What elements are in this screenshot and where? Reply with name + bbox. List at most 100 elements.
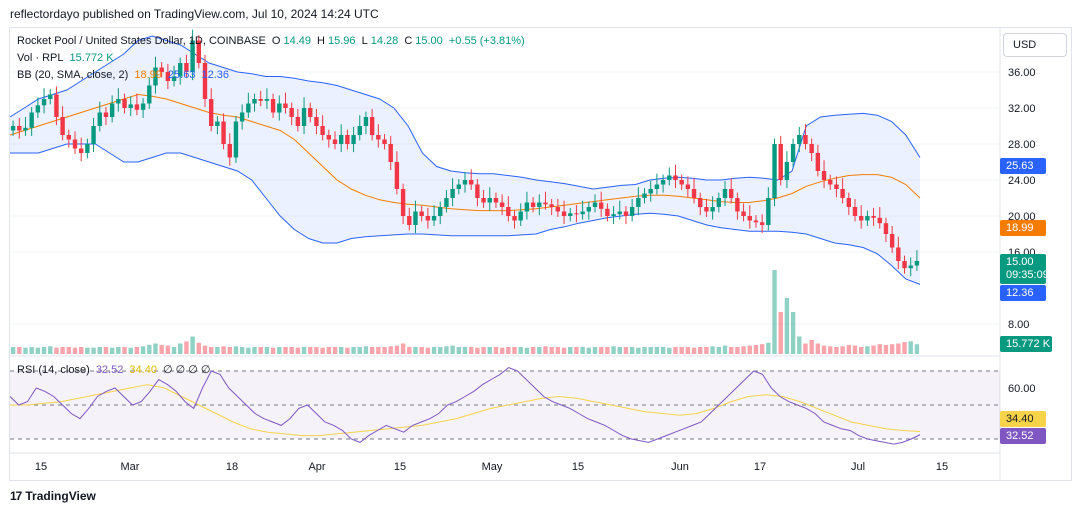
candle-body-118 <box>741 211 746 216</box>
candle-body-30 <box>196 40 202 63</box>
legend-high: 15.96 <box>328 35 356 47</box>
volume-bar-119 <box>747 345 752 354</box>
legend-low-label: L <box>361 35 368 47</box>
price-tick-1: 32.00 <box>1008 103 1036 115</box>
candle-body-90 <box>568 213 573 216</box>
volume-bar-145 <box>908 341 913 354</box>
legend-high-label: H <box>317 35 325 47</box>
price-tick-0: 36.00 <box>1008 67 1036 79</box>
volume-bar-126 <box>790 312 796 354</box>
candle-body-15 <box>103 112 109 117</box>
volume-bar-115 <box>722 345 728 354</box>
candle-body-31 <box>202 63 208 99</box>
volume-bar-79 <box>499 347 505 354</box>
volume-bar-3 <box>29 347 34 354</box>
candle-body-92 <box>580 211 585 215</box>
legend-change: +0.55 (+3.81%) <box>448 35 525 47</box>
volume-bar-32 <box>208 347 214 354</box>
volume-bar-39 <box>252 347 257 354</box>
volume-bar-70 <box>444 346 449 354</box>
badge-price-value: 15.00 <box>1006 256 1034 268</box>
x-tick-1: Mar <box>121 461 140 473</box>
candle-body-68 <box>431 216 437 221</box>
legend-vol-label: Vol · RPL <box>17 52 64 64</box>
volume-bar-133 <box>834 347 839 354</box>
candle-body-85 <box>537 202 542 207</box>
candle-body-56 <box>357 126 362 135</box>
legend-bb-label: BB (20, SMA, close, 2) <box>17 69 129 81</box>
volume-bar-127 <box>797 336 802 354</box>
volume-bar-93 <box>586 347 592 354</box>
candle-body-114 <box>716 198 722 207</box>
candle-body-7 <box>54 94 59 117</box>
candle-body-51 <box>326 135 332 140</box>
tradingview-brand[interactable]: 17 TradingView <box>10 489 96 503</box>
candle-body-97 <box>611 214 616 216</box>
volume-bar-82 <box>518 347 523 354</box>
volume-bar-140 <box>877 344 882 354</box>
volume-bar-55 <box>351 347 356 354</box>
volume-bar-77 <box>487 347 492 354</box>
volume-bar-94 <box>592 347 598 354</box>
volume-bar-111 <box>698 347 703 354</box>
candle-body-62 <box>394 162 400 189</box>
candle-body-63 <box>400 189 406 216</box>
candle-body-136 <box>852 207 858 216</box>
badge-volume: 15.772 K <box>1000 336 1052 352</box>
candle-body-125 <box>784 162 790 180</box>
volume-bar-64 <box>407 347 412 354</box>
candle-body-89 <box>561 211 567 216</box>
volume-bar-90 <box>568 347 573 354</box>
candle-body-116 <box>728 189 734 198</box>
x-tick-7: Jun <box>671 461 689 473</box>
candle-body-123 <box>772 144 777 198</box>
volume-bar-17 <box>116 347 121 354</box>
candle-body-144 <box>902 261 907 269</box>
candle-body-28 <box>184 63 189 72</box>
volume-bar-91 <box>574 347 579 354</box>
volume-bar-71 <box>450 345 455 354</box>
volume-bar-73 <box>462 347 468 354</box>
volume-bar-84 <box>530 347 536 354</box>
volume-bar-42 <box>270 347 276 354</box>
volume-bar-5 <box>41 347 47 354</box>
volume-bar-45 <box>289 347 294 354</box>
candle-body-29 <box>190 40 195 72</box>
volume-bar-122 <box>766 342 771 354</box>
candle-body-46 <box>295 117 301 126</box>
volume-bar-128 <box>803 343 808 354</box>
candle-body-43 <box>277 103 282 113</box>
candle-body-140 <box>877 217 882 224</box>
volume-bar-57 <box>363 346 369 354</box>
currency-button[interactable]: USD <box>1003 33 1067 57</box>
candle-body-77 <box>487 198 492 203</box>
candle-body-3 <box>29 112 34 128</box>
volume-bar-114 <box>716 347 722 354</box>
volume-bar-108 <box>679 347 684 354</box>
candle-body-111 <box>698 198 703 207</box>
volume-bar-74 <box>468 347 474 354</box>
candle-body-54 <box>345 135 350 144</box>
volume-bar-8 <box>60 347 65 354</box>
volume-bar-142 <box>889 344 895 354</box>
candle-body-110 <box>691 189 697 198</box>
volume-bar-44 <box>283 347 288 354</box>
candle-body-75 <box>475 184 480 198</box>
price-tick-6: 8.00 <box>1008 319 1029 331</box>
x-tick-9: Jul <box>851 461 865 473</box>
candle-body-139 <box>871 216 876 218</box>
candle-body-8 <box>60 117 65 135</box>
volume-bar-109 <box>685 347 691 354</box>
x-tick-4: 15 <box>394 461 406 473</box>
volume-bar-103 <box>648 347 653 354</box>
badge-bb-upper: 25.63 <box>1000 158 1046 174</box>
volume-bar-18 <box>122 347 127 354</box>
candle-body-48 <box>308 108 313 117</box>
candle-body-86 <box>543 202 548 205</box>
badge-countdown: 09:35:09 <box>1006 269 1049 281</box>
candle-body-130 <box>815 153 821 171</box>
candle-body-99 <box>623 211 629 216</box>
candle-body-67 <box>425 216 431 221</box>
